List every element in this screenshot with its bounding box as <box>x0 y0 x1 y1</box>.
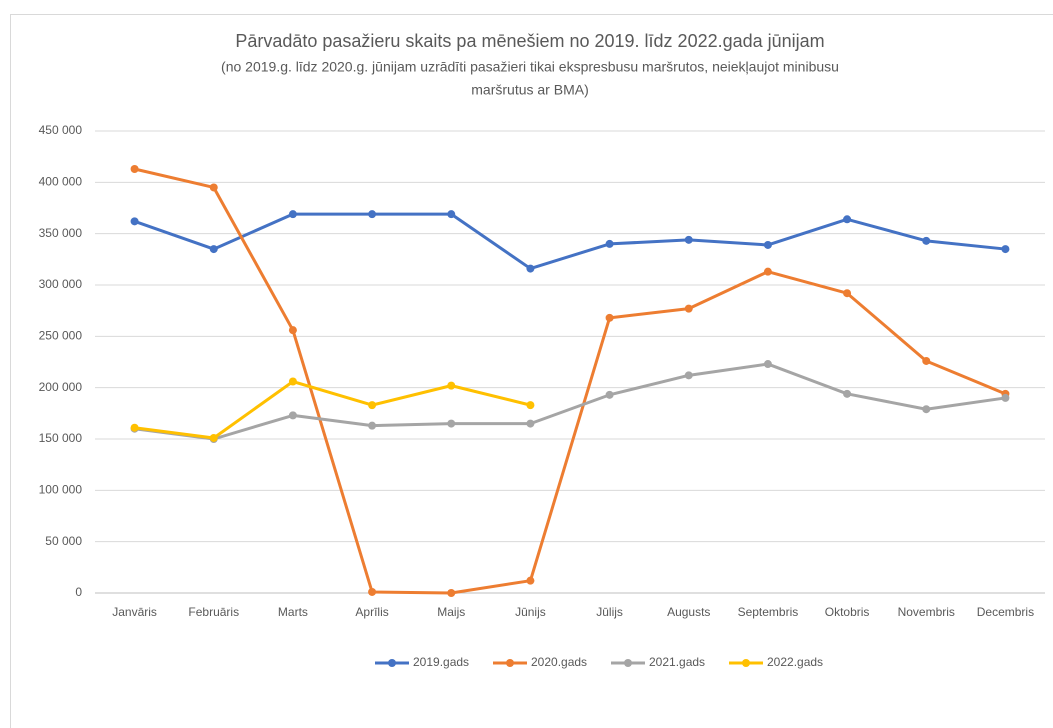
series-line <box>134 380 531 440</box>
y-tick-label: 300 000 <box>39 277 83 291</box>
data-point <box>209 245 218 254</box>
data-point <box>843 289 852 298</box>
y-tick-label: 400 000 <box>39 175 83 189</box>
x-tick-label: Aprīlis <box>355 605 388 619</box>
x-tick-label: Maijs <box>437 605 465 619</box>
data-point <box>209 433 218 442</box>
y-tick-label: 200 000 <box>39 380 83 394</box>
y-tick-label: 50 000 <box>45 534 82 548</box>
x-tick-label: Septembris <box>738 605 799 619</box>
data-point <box>368 401 377 410</box>
data-point <box>843 215 852 224</box>
data-point <box>922 356 931 365</box>
data-point <box>447 381 456 390</box>
data-point <box>288 411 297 420</box>
data-point <box>130 217 139 226</box>
y-tick-label: 350 000 <box>39 226 83 240</box>
data-point <box>288 377 297 386</box>
data-point <box>130 164 139 173</box>
data-point <box>763 360 772 369</box>
data-point <box>763 240 772 249</box>
x-tick-label: Janvāris <box>112 605 157 619</box>
x-tick-label: Jūlijs <box>596 605 623 619</box>
data-point <box>843 389 852 398</box>
legend-marker <box>388 659 396 667</box>
data-point <box>447 419 456 428</box>
data-point <box>526 401 535 410</box>
chart-subtitle: maršrutus ar BMA) <box>471 82 588 98</box>
data-point <box>605 390 614 399</box>
data-point <box>684 371 693 380</box>
data-point <box>288 210 297 219</box>
legend-label: 2021.gads <box>649 655 705 669</box>
legend-marker <box>624 659 632 667</box>
x-tick-label: Jūnijs <box>515 605 546 619</box>
data-point <box>1001 393 1010 402</box>
x-tick-label: Decembris <box>977 605 1034 619</box>
data-point <box>684 304 693 313</box>
data-point <box>684 235 693 244</box>
legend-label: 2019.gads <box>413 655 469 669</box>
data-point <box>922 236 931 245</box>
x-tick-label: Augusts <box>667 605 710 619</box>
data-point <box>368 421 377 430</box>
data-point <box>605 313 614 322</box>
legend-label: 2022.gads <box>767 655 823 669</box>
data-point <box>526 419 535 428</box>
data-point <box>447 210 456 219</box>
data-point <box>368 210 377 219</box>
x-tick-label: Februāris <box>188 605 239 619</box>
series-line <box>134 167 1006 595</box>
legend-label: 2020.gads <box>531 655 587 669</box>
data-point <box>526 576 535 585</box>
y-tick-label: 250 000 <box>39 329 83 343</box>
legend-marker <box>742 659 750 667</box>
y-tick-label: 0 <box>75 585 82 599</box>
data-point <box>526 264 535 273</box>
data-point <box>130 423 139 432</box>
data-point <box>447 589 456 597</box>
data-point <box>288 326 297 335</box>
legend-marker <box>506 659 514 667</box>
data-point <box>922 405 931 414</box>
y-tick-label: 450 000 <box>39 123 83 137</box>
x-tick-label: Oktobris <box>825 605 870 619</box>
x-tick-label: Novembris <box>898 605 955 619</box>
series-line <box>134 212 1006 271</box>
series-line <box>134 362 1006 441</box>
y-tick-label: 100 000 <box>39 483 83 497</box>
data-point <box>1001 245 1010 254</box>
data-point <box>763 267 772 276</box>
chart-title: Pārvadāto pasažieru skaits pa mēnešiem n… <box>235 31 824 51</box>
data-point <box>209 183 218 192</box>
data-point <box>368 587 377 596</box>
data-point <box>605 239 614 248</box>
y-tick-label: 150 000 <box>39 431 83 445</box>
chart-border <box>10 14 1053 728</box>
x-tick-label: Marts <box>278 605 308 619</box>
chart-subtitle: (no 2019.g. līdz 2020.g. jūnijam uzrādīt… <box>221 59 839 75</box>
